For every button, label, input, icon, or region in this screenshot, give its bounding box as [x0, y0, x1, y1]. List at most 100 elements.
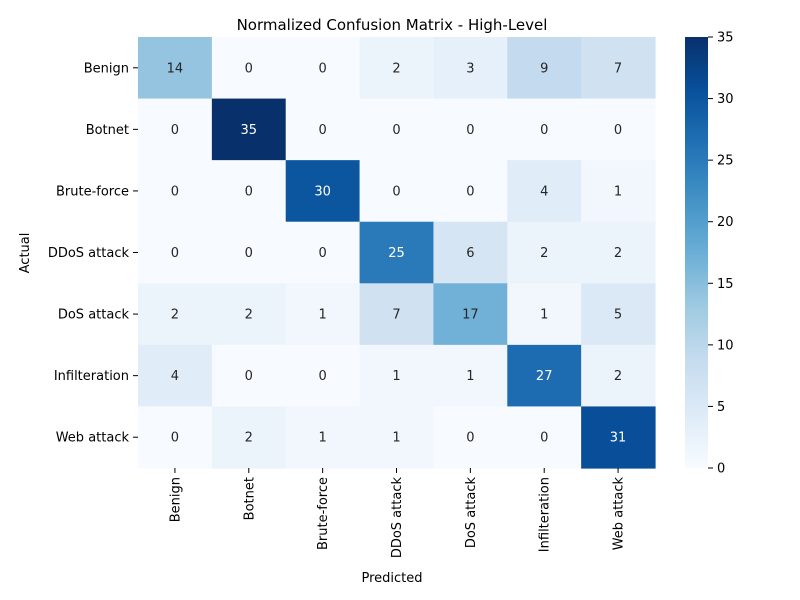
cell-value-label: 6: [466, 246, 474, 261]
x-tick-label: Web attack: [612, 477, 627, 551]
cell-value-label: 2: [614, 369, 622, 384]
cell-value-label: 0: [318, 369, 326, 384]
x-tick-label: Benign: [168, 477, 183, 522]
cell-value-label: 1: [392, 369, 400, 384]
heatmap-cell: [507, 344, 582, 408]
cell-value-label: 9: [540, 61, 548, 76]
heatmap-cell: [359, 160, 435, 223]
cell-value-label: 0: [392, 123, 400, 138]
y-tick-label: DoS attack: [58, 308, 130, 323]
cell-value-label: 2: [245, 431, 253, 446]
cell-value-label: 0: [466, 184, 474, 199]
heatmap-cell: [507, 221, 582, 284]
heatmap-cell: [285, 406, 361, 469]
colorbar-tick-label: 15: [717, 277, 734, 292]
heatmap-cell: [433, 344, 508, 408]
cell-value-label: 0: [614, 123, 622, 138]
heatmap-cell: [507, 283, 582, 346]
cell-value-label: 2: [392, 61, 400, 76]
heatmap-cell: [581, 406, 656, 469]
colorbar-tick-label: 30: [717, 92, 734, 107]
x-tick-label: DDoS attack: [390, 477, 405, 559]
heatmap-cell: [433, 406, 508, 469]
heatmap-cell: [359, 406, 435, 469]
heatmap-cell: [285, 160, 361, 223]
colorbar-ticks: 0 5 10 15 20 25 30 35: [708, 31, 734, 477]
heatmap-cell: [211, 344, 287, 408]
cell-value-label: 1: [392, 431, 400, 446]
cell-value-label: 0: [466, 123, 474, 138]
cell-value-label: 0: [392, 184, 400, 199]
heatmap-cell: [285, 221, 361, 284]
cell-value-label: 1: [318, 431, 326, 446]
heatmap-cell: [285, 98, 361, 161]
y-tick-label: Botnet: [86, 123, 129, 138]
cell-value-label: 2: [245, 308, 253, 323]
x-tick-label: Infilteration: [538, 477, 553, 552]
heatmap-cell: [581, 283, 656, 346]
cell-value-label: 1: [318, 308, 326, 323]
heatmap-cell: [285, 283, 361, 346]
heatmap-cell: [359, 221, 435, 284]
heatmap-cell: [211, 98, 287, 161]
x-axis-label: Predicted: [361, 571, 422, 586]
y-tick-label: Web attack: [56, 431, 130, 446]
colorbar-tick-label: 0: [717, 462, 725, 477]
heatmap-cell: [507, 98, 582, 161]
heatmap-cell: [433, 37, 508, 100]
cell-value-label: 0: [245, 369, 253, 384]
heatmap-cell: [138, 37, 213, 100]
heatmap-cell: [359, 37, 435, 100]
colorbar-tick-label: 35: [717, 31, 734, 46]
cell-value-label: 0: [466, 431, 474, 446]
colorbar: [685, 37, 708, 468]
heatmap-cell: [581, 344, 656, 408]
heatmap-cell: [138, 221, 213, 284]
heatmap-cell: [581, 37, 656, 100]
cell-value-label: 7: [392, 308, 400, 323]
heatmap-cell: [359, 344, 435, 408]
y-tick-label: Infilteration: [54, 369, 129, 384]
cell-value-label: 27: [536, 369, 553, 384]
x-axis-ticks: Benign Botnet Brute-force DDoS attack DoS at…: [168, 468, 627, 559]
y-tick-label: DDoS attack: [48, 246, 130, 261]
cell-value-label: 0: [318, 123, 326, 138]
y-tick-label: Brute-force: [56, 184, 129, 199]
cell-value-label: 31: [610, 431, 627, 446]
heatmap-cell: [138, 160, 213, 223]
heatmap-cell: [507, 406, 582, 469]
heatmap-cell: [211, 283, 287, 346]
heatmap-cell: [359, 98, 435, 161]
heatmap-cell: [581, 221, 656, 284]
colorbar-tick-label: 10: [717, 338, 734, 353]
cell-value-label: 2: [614, 246, 622, 261]
cell-value-label: 0: [171, 246, 179, 261]
colorbar-tick-label: 25: [717, 154, 734, 169]
heatmap-cell: [581, 98, 656, 161]
heatmap-cell: [433, 98, 508, 161]
heatmap-cell: [211, 221, 287, 284]
cell-value-label: 0: [540, 431, 548, 446]
cell-value-label: 17: [462, 308, 479, 323]
cell-value-label: 0: [245, 184, 253, 199]
heatmap-cell: [138, 283, 213, 346]
heatmap-cell: [433, 160, 508, 223]
y-axis-label: Actual: [18, 233, 33, 274]
heatmap-cell: [138, 344, 213, 408]
y-tick-label: Benign: [84, 61, 129, 76]
cell-value-label: 14: [167, 61, 184, 76]
heatmap-cell: [211, 37, 287, 100]
cell-value-label: 35: [241, 123, 258, 138]
cell-value-label: 4: [540, 184, 548, 199]
cell-value-label: 30: [314, 184, 331, 199]
heatmap-cell: [285, 344, 361, 408]
heatmap-cell: [211, 160, 287, 223]
x-tick-label: Brute-force: [316, 477, 331, 550]
cell-value-label: 3: [466, 61, 474, 76]
colorbar-tick-label: 20: [717, 215, 734, 230]
cell-value-label: 7: [614, 61, 622, 76]
cell-value-label: 0: [318, 61, 326, 76]
cell-value-label: 1: [614, 184, 622, 199]
